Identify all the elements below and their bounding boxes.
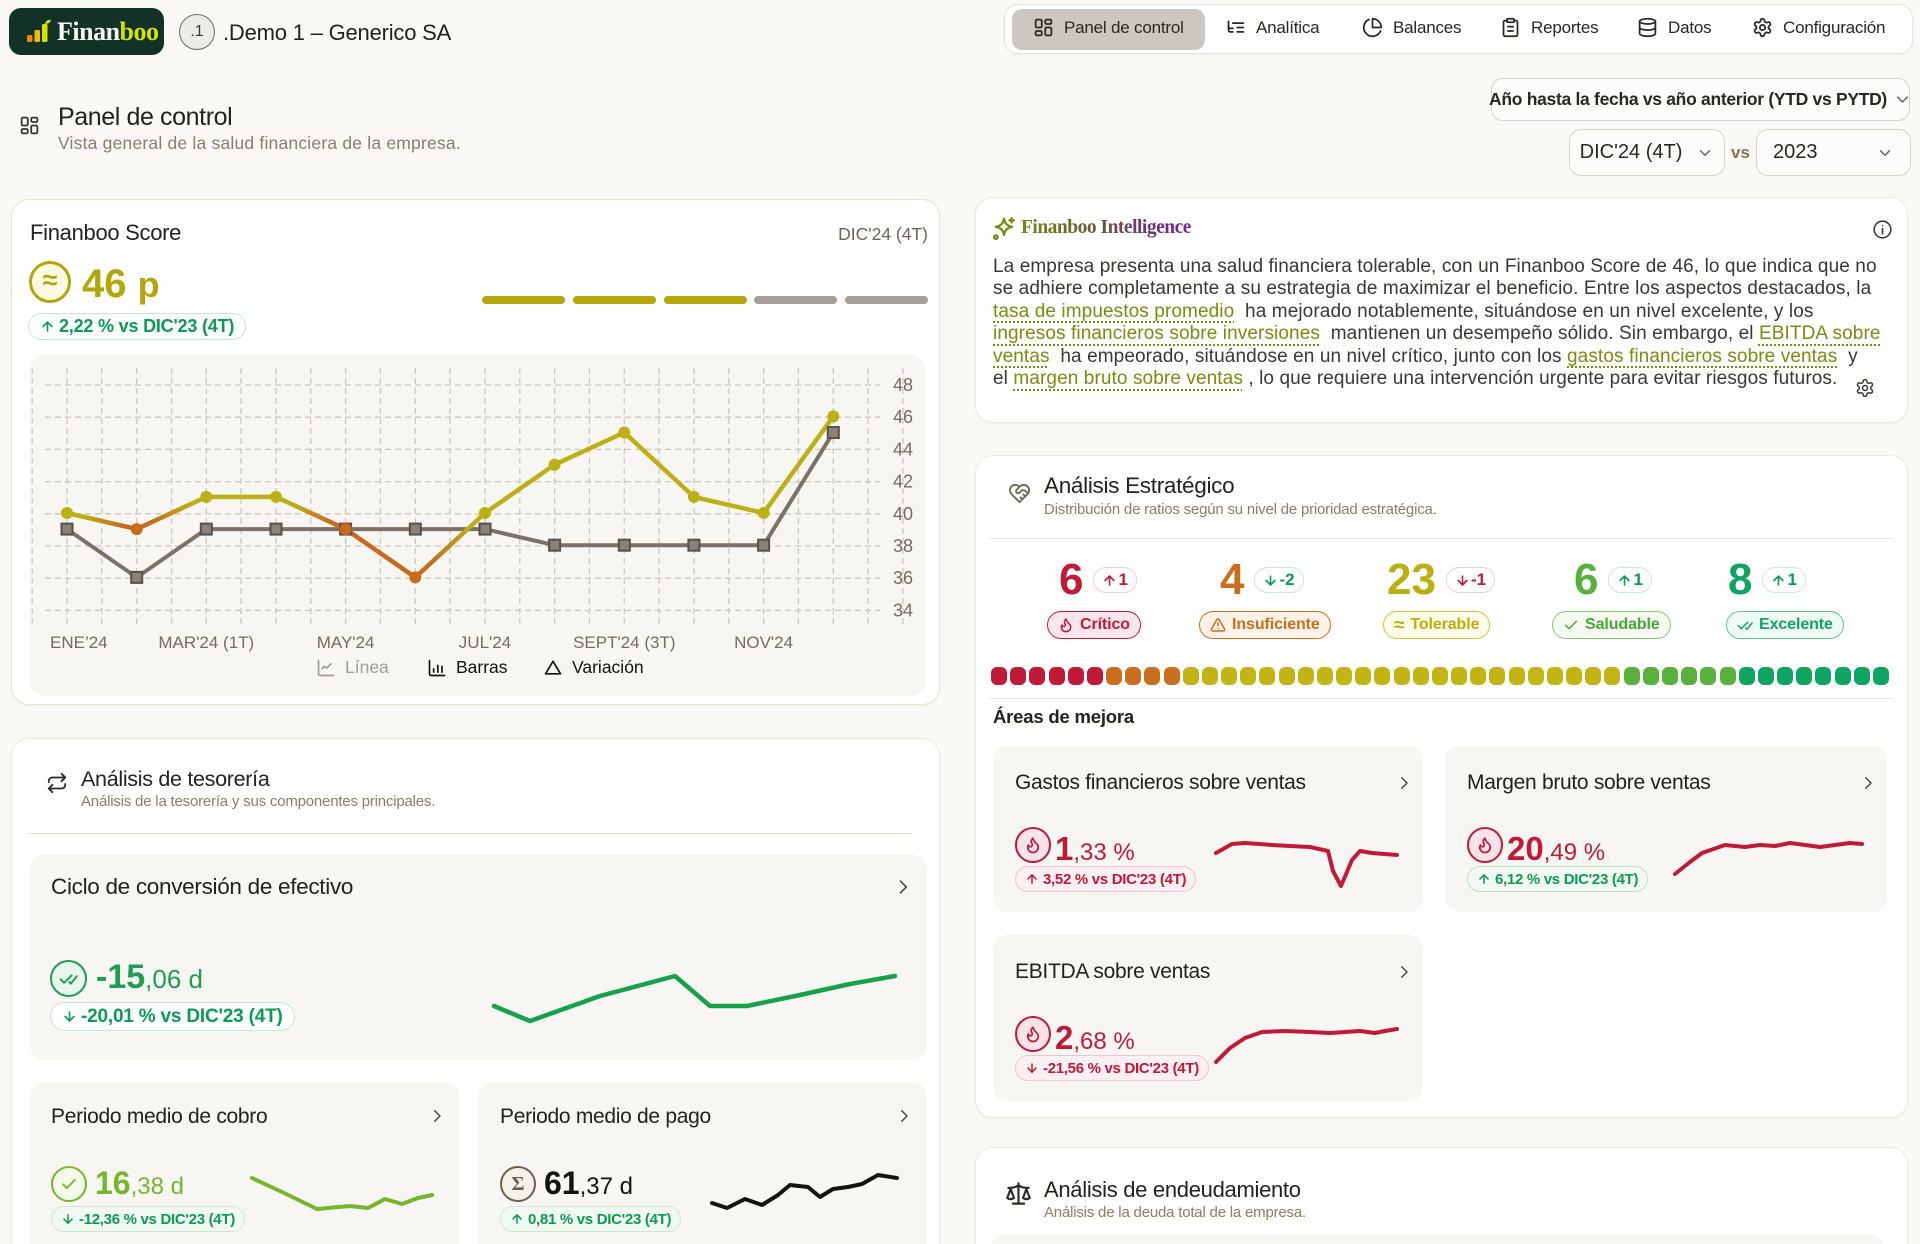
svg-text:44: 44 <box>893 439 913 459</box>
svg-text:36: 36 <box>893 568 913 588</box>
svg-text:48: 48 <box>893 375 913 395</box>
svg-text:46: 46 <box>893 407 913 427</box>
svg-text:JUL'24: JUL'24 <box>459 633 511 652</box>
svg-text:40: 40 <box>893 504 913 524</box>
svg-text:34: 34 <box>893 600 913 620</box>
svg-text:ENE’24: ENE’24 <box>50 633 108 652</box>
svg-text:NOV'24: NOV'24 <box>734 633 793 652</box>
svg-text:38: 38 <box>893 536 913 556</box>
svg-text:MAR'24 (1T): MAR'24 (1T) <box>158 633 254 652</box>
svg-text:SEPT'24 (3T): SEPT'24 (3T) <box>573 633 675 652</box>
svg-text:MAY'24: MAY'24 <box>317 633 375 652</box>
svg-text:42: 42 <box>893 472 913 492</box>
